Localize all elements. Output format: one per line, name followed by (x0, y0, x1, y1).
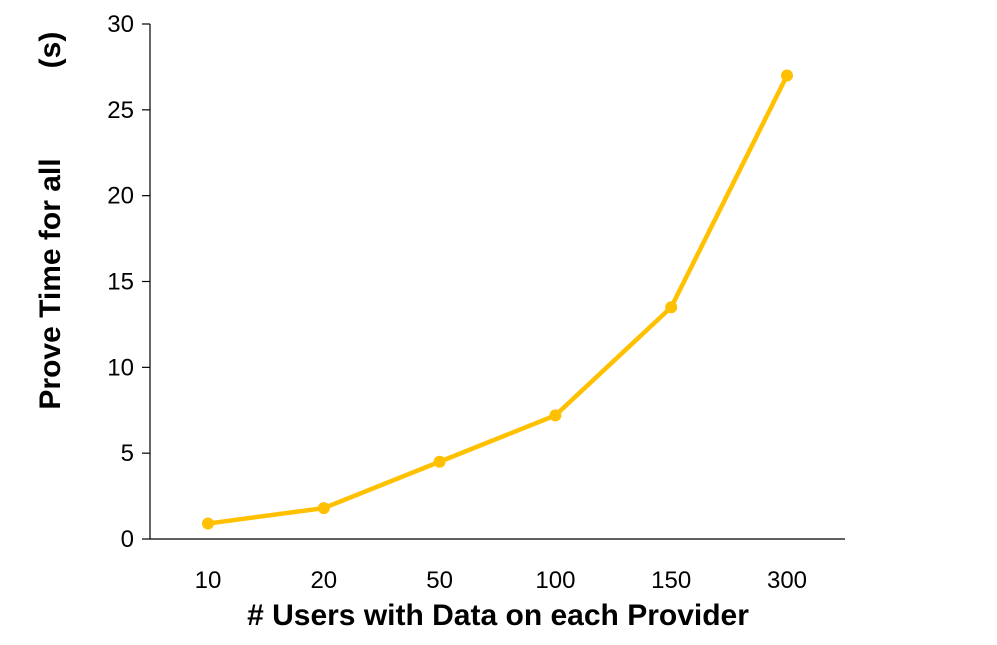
data-point (433, 455, 446, 468)
y-tick-label: 20 (107, 183, 134, 210)
x-tick-label: 20 (310, 567, 337, 594)
y-axis-unit: (s) (34, 32, 67, 69)
series-line (205, 73, 790, 526)
data-point (665, 301, 678, 314)
y-tick-label: 10 (107, 354, 134, 381)
x-tick-label: 50 (426, 567, 453, 594)
y-axis-title: Prove Time for all (34, 158, 67, 409)
y-tick-label: 0 (121, 526, 134, 553)
x-tick-label: 150 (651, 567, 691, 594)
x-tick-label: 100 (535, 567, 575, 594)
x-tick-label: 300 (767, 567, 807, 594)
y-tick-label: 15 (107, 269, 134, 296)
x-tick-label: 10 (195, 567, 222, 594)
data-point (202, 517, 214, 530)
data-point (317, 502, 330, 515)
data-point (781, 69, 793, 82)
y-axis: 0 5 10 15 20 25 30 (107, 11, 151, 553)
y-tick-label: 25 (107, 97, 134, 124)
x-axis: 10 20 50 100 150 300 (150, 538, 845, 594)
data-point (549, 409, 562, 422)
x-axis-title: # Users with Data on each Provider (247, 599, 749, 632)
y-tick-label: 30 (107, 11, 134, 38)
series-layer (202, 69, 793, 530)
y-tick-label: 5 (121, 440, 134, 467)
